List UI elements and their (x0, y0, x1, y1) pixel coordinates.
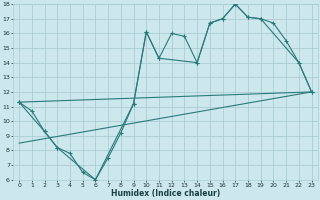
X-axis label: Humidex (Indice chaleur): Humidex (Indice chaleur) (111, 189, 220, 198)
